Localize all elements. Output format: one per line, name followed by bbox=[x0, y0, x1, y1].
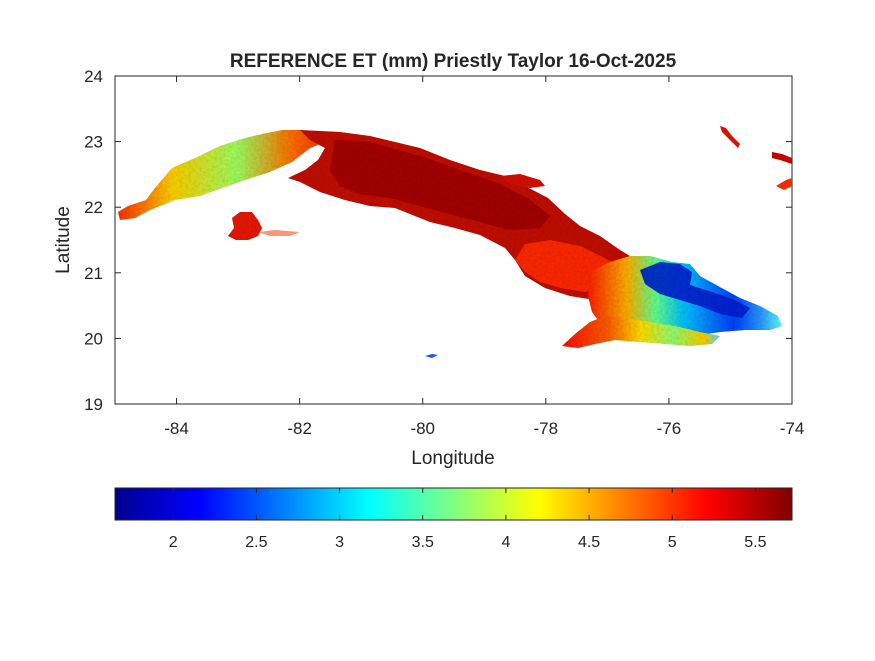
x-tick-label: -74 bbox=[780, 419, 805, 438]
region-bahamas-2 bbox=[772, 152, 792, 164]
region-isla-juventud bbox=[228, 212, 262, 240]
y-tick-label: 22 bbox=[84, 198, 103, 217]
chart-title: REFERENCE ET (mm) Priestly Taylor 16-Oct… bbox=[230, 51, 677, 72]
plot-area bbox=[114, 75, 793, 405]
region-keys-west bbox=[258, 230, 300, 236]
colorbar-tick-label: 3 bbox=[335, 534, 344, 551]
et-raster bbox=[118, 126, 792, 358]
region-south-speck bbox=[425, 354, 438, 358]
x-tick-label: -84 bbox=[164, 419, 189, 438]
x-axis-label: Longitude bbox=[411, 448, 494, 469]
colorbar bbox=[114, 487, 793, 521]
y-tick-label: 24 bbox=[84, 67, 103, 86]
region-bahamas-1 bbox=[720, 126, 740, 148]
colorbar-ticks: 2 2.5 3 3.5 4 4.5 5 5.5 bbox=[169, 488, 767, 551]
region-west-cuba bbox=[118, 130, 335, 220]
x-tick-label: -80 bbox=[410, 419, 435, 438]
y-axis-ticks: 19 20 21 22 23 24 bbox=[84, 67, 792, 414]
colorbar-tick-label: 2 bbox=[169, 534, 178, 551]
y-tick-label: 19 bbox=[84, 395, 103, 414]
y-tick-label: 23 bbox=[84, 133, 103, 152]
y-tick-label: 20 bbox=[84, 329, 103, 348]
x-axis-ticks: -84 -82 -80 -78 -76 -74 bbox=[164, 76, 804, 438]
colorbar-tick-label: 5.5 bbox=[744, 534, 766, 551]
colorbar-tick-label: 5 bbox=[668, 534, 677, 551]
region-central-hot bbox=[330, 140, 550, 230]
region-south-coast bbox=[562, 316, 720, 348]
x-tick-label: -82 bbox=[287, 419, 312, 438]
colorbar-tick-label: 3.5 bbox=[412, 534, 434, 551]
region-bahamas-3 bbox=[776, 178, 792, 190]
y-tick-label: 21 bbox=[84, 264, 103, 283]
x-tick-label: -76 bbox=[657, 419, 682, 438]
region-cays-north bbox=[500, 174, 545, 188]
y-axis-label: Latitude bbox=[53, 206, 74, 274]
region-east-blue bbox=[640, 262, 750, 318]
colorbar-tick-label: 4.5 bbox=[578, 534, 600, 551]
colorbar-tick-label: 4 bbox=[501, 534, 510, 551]
colorbar-tick-label: 2.5 bbox=[245, 534, 267, 551]
x-tick-label: -78 bbox=[534, 419, 559, 438]
